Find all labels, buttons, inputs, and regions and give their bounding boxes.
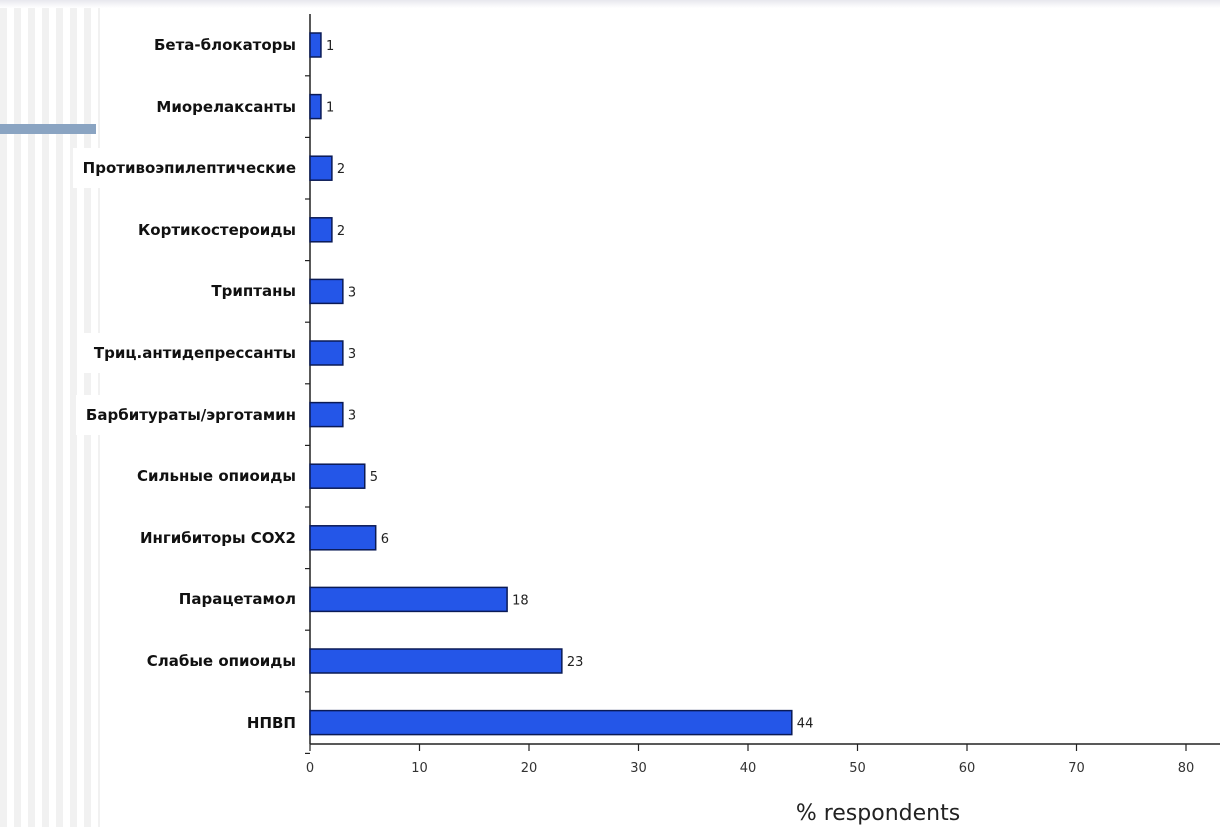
category-label: НПВП: [236, 702, 306, 743]
category-label: Ингибиторы COX2: [130, 517, 306, 558]
bar: [309, 340, 344, 366]
data-label: 3: [348, 409, 356, 424]
category-label: Противоэпилептические: [72, 148, 306, 189]
bar: [309, 463, 366, 489]
x-tick-label: 20: [521, 761, 538, 776]
x-tick-label: 60: [959, 761, 976, 776]
accent-bar: [0, 124, 96, 134]
data-label: 3: [348, 347, 356, 362]
category-label: Барбитураты/эрготамин: [75, 394, 306, 435]
x-tick-label: 40: [740, 761, 757, 776]
category-label: Слабые опиоиды: [136, 641, 306, 681]
bar: [309, 586, 508, 613]
bar: [309, 525, 377, 551]
bar: [309, 93, 322, 120]
category-label: Триптаны: [201, 271, 306, 312]
data-label: 23: [567, 655, 584, 670]
category-label: Миорелаксанты: [146, 86, 306, 127]
x-tick-label: 30: [630, 761, 647, 776]
data-label: 2: [337, 224, 345, 239]
bar: [309, 648, 563, 674]
bar: [309, 278, 344, 305]
data-label: 18: [512, 593, 529, 608]
x-tick-label: 0: [306, 761, 314, 776]
bar: [309, 401, 344, 428]
data-label: 1: [326, 101, 334, 116]
bar: [309, 217, 333, 243]
top-strip: [0, 0, 1220, 8]
x-axis-label: % respondents: [796, 801, 960, 826]
data-label: 6: [381, 532, 389, 547]
category-label: Триц.антидепрессанты: [83, 333, 306, 373]
x-tick-label: 10: [411, 761, 428, 776]
category-label: Сильные опиоиды: [127, 456, 306, 497]
x-tick-label: 80: [1178, 761, 1195, 776]
data-label: 1: [326, 39, 334, 54]
data-label: 2: [337, 162, 345, 177]
bar: [309, 155, 333, 181]
x-tick-label: 70: [1068, 761, 1085, 776]
bar: [309, 709, 793, 736]
category-label: Кортикостероиды: [128, 209, 306, 250]
bar: [309, 32, 322, 58]
category-labels: Бета-блокаторы Миорелаксанты Противоэпилеп…: [8, 14, 306, 754]
category-label: Бета-блокаторы: [143, 25, 306, 65]
data-label: 44: [797, 717, 814, 732]
data-label: 3: [348, 285, 356, 300]
data-label: 5: [370, 470, 378, 485]
category-label: Парацетамол: [168, 579, 306, 620]
x-tick-label: 50: [849, 761, 866, 776]
